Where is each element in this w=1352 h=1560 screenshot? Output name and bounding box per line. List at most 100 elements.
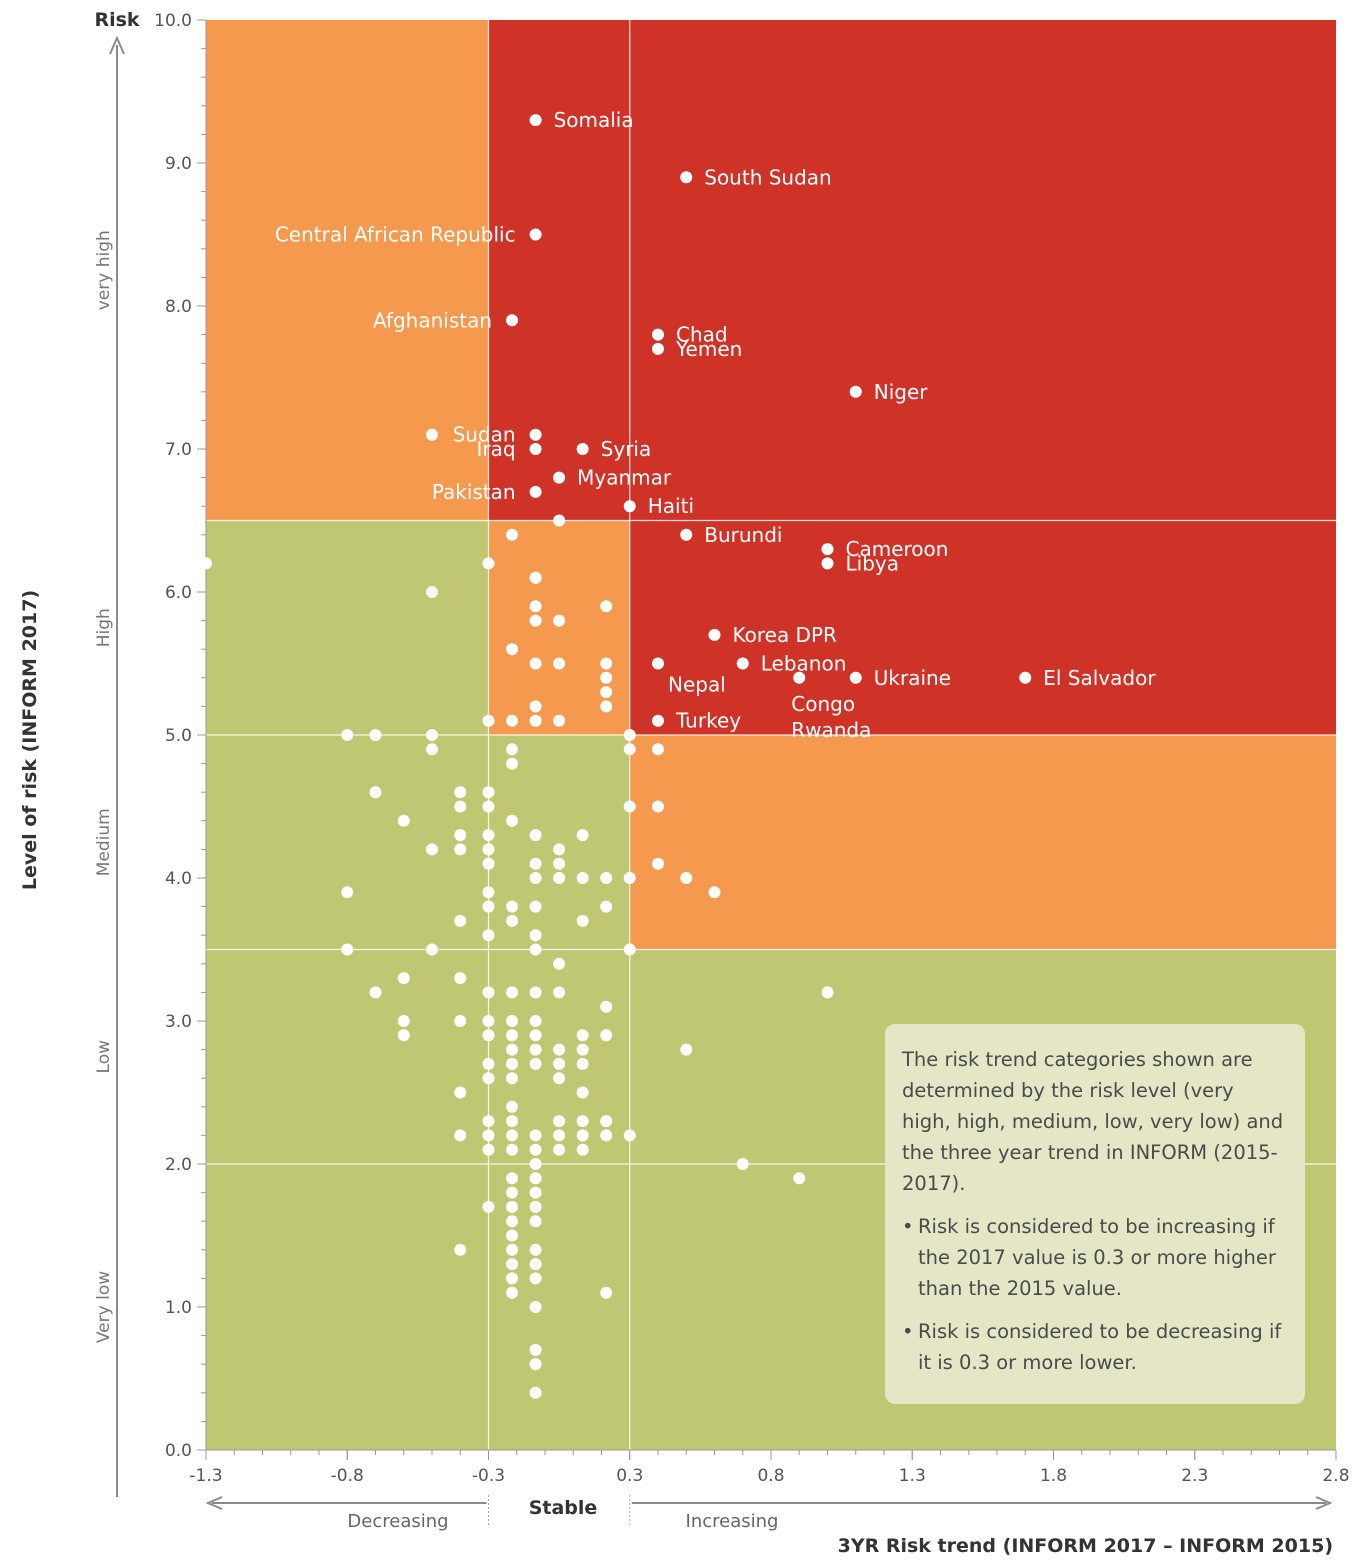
country-point	[553, 986, 566, 999]
country-point	[397, 1015, 410, 1027]
country-point	[482, 1057, 495, 1070]
country-point-chad	[652, 328, 664, 341]
country-point	[623, 800, 636, 813]
country-point	[369, 729, 382, 741]
country-point	[553, 1115, 566, 1128]
y-tick-label: 5.0	[165, 726, 192, 746]
note-bullet-decreasing: Risk is considered to be decreasing if i…	[902, 1316, 1287, 1378]
country-point	[482, 900, 495, 913]
country-labels: Somalia South Sudan Central African Republ…	[275, 108, 1156, 742]
country-point	[529, 1158, 542, 1170]
country-point	[576, 1043, 589, 1056]
country-point	[454, 914, 467, 927]
country-point	[341, 886, 354, 899]
country-point-yemen	[652, 342, 664, 355]
country-point-somalia	[529, 114, 542, 127]
country-point	[529, 872, 542, 884]
country-point	[553, 957, 566, 970]
country-point	[482, 829, 495, 842]
country-point	[482, 929, 495, 942]
country-point	[553, 872, 566, 884]
country-point-libya	[821, 557, 834, 570]
x-tick-label: 0.8	[757, 1466, 784, 1486]
country-point-south-sudan	[680, 171, 693, 184]
country-point	[576, 872, 589, 884]
country-point	[426, 428, 438, 441]
country-label-el-salvador: El Salvador	[1043, 666, 1156, 690]
country-point	[506, 1272, 519, 1285]
country-point	[482, 1143, 495, 1156]
country-label-myanmar: Myanmar	[577, 466, 672, 490]
country-point	[454, 972, 467, 985]
country-point	[553, 1129, 566, 1142]
region-very-high-decreasing	[206, 20, 489, 521]
region-high-stable	[488, 520, 630, 735]
country-point	[454, 1129, 467, 1142]
country-point	[482, 986, 495, 999]
x-tick-label: -0.3	[472, 1466, 505, 1486]
country-point	[529, 1386, 542, 1399]
country-point	[529, 829, 542, 842]
country-point	[529, 600, 542, 613]
country-point	[482, 1115, 495, 1128]
country-point	[623, 1129, 636, 1142]
country-point	[506, 1243, 519, 1256]
country-label-sudan: Sudan	[453, 423, 516, 447]
country-point	[506, 757, 519, 770]
country-point	[600, 1129, 613, 1142]
country-label-ukraine: Ukraine	[874, 666, 951, 690]
country-point-niger	[849, 385, 862, 398]
country-point	[529, 1272, 542, 1285]
country-point	[506, 1186, 519, 1199]
decreasing-arrowhead	[205, 1496, 223, 1510]
country-point	[600, 872, 613, 884]
country-point	[506, 743, 519, 756]
country-point	[821, 986, 834, 999]
country-point	[529, 1129, 542, 1142]
country-point	[482, 714, 495, 727]
country-label-rwanda: Rwanda	[791, 718, 871, 742]
country-point	[506, 1172, 519, 1185]
country-point	[623, 729, 636, 741]
country-point	[506, 1286, 519, 1299]
country-point	[506, 900, 519, 913]
country-point	[506, 1057, 519, 1070]
country-point	[482, 857, 495, 870]
country-point	[600, 671, 613, 684]
risk-band-label: Very low	[94, 1271, 114, 1343]
country-point	[600, 900, 613, 913]
country-point	[623, 943, 636, 956]
country-point	[793, 1172, 806, 1185]
country-point	[506, 1043, 519, 1056]
country-point	[454, 843, 467, 856]
country-point	[623, 872, 636, 884]
y-tick-label: 2.0	[165, 1155, 192, 1175]
country-point	[680, 1043, 693, 1056]
region-medium-decreasing-stable	[206, 735, 630, 950]
country-point	[482, 786, 495, 799]
increasing-arrowhead	[1315, 1496, 1333, 1510]
country-point	[506, 528, 519, 541]
country-point	[600, 1115, 613, 1128]
country-label-libya: Libya	[846, 551, 900, 575]
country-point-syria	[576, 443, 589, 455]
country-point	[426, 743, 438, 756]
region-medium-increasing	[629, 735, 1336, 950]
country-point	[576, 1115, 589, 1128]
y-tick-label: 1.0	[165, 1298, 192, 1318]
country-point	[529, 1301, 542, 1313]
country-point-lebanon	[736, 657, 749, 670]
country-point	[341, 943, 354, 956]
country-point	[506, 714, 519, 727]
country-point	[553, 1057, 566, 1070]
country-point	[506, 1143, 519, 1156]
x-tick-label: 1.8	[1040, 1466, 1067, 1486]
country-point	[529, 857, 542, 870]
country-point-cameroon	[821, 543, 834, 556]
country-label-syria: Syria	[601, 437, 652, 461]
data-points	[200, 114, 1032, 1399]
country-point	[576, 1029, 589, 1042]
country-point	[506, 1229, 519, 1242]
country-point	[506, 1115, 519, 1128]
country-label-cameroon: Cameroon	[846, 537, 949, 561]
